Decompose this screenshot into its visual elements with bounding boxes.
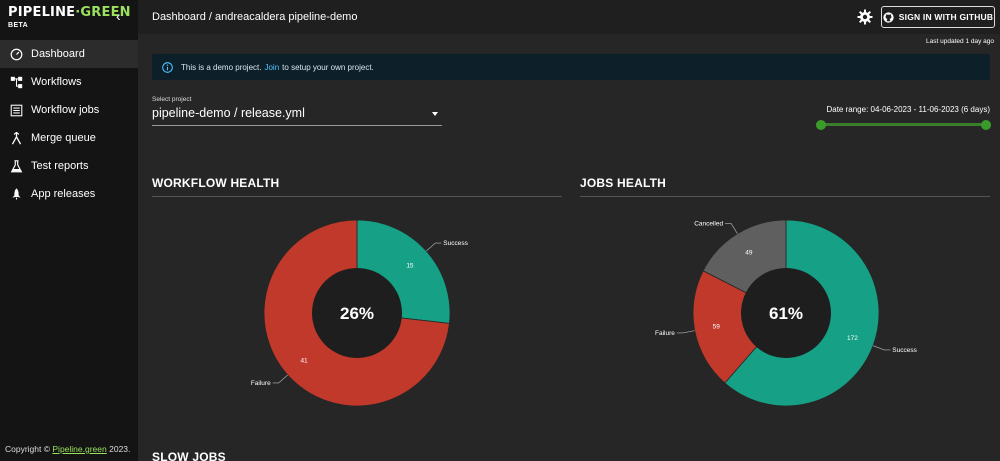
workflow-health-title: WORKFLOW HEALTH (152, 176, 280, 190)
sidebar-item-label: Merge queue (31, 132, 96, 144)
slow-jobs-title: SLOW JOBS (152, 450, 226, 461)
date-range-slider[interactable] (816, 120, 991, 130)
merge-icon (10, 131, 23, 145)
github-icon (883, 11, 894, 23)
logo-separator: · (75, 5, 81, 20)
sidebar-item-label: Workflows (31, 76, 82, 88)
jobs-health-divider (580, 196, 990, 197)
copyright-link[interactable]: Pipeline.green (52, 444, 107, 454)
value-label-failure: 41 (300, 357, 308, 364)
category-label-cancelled: Cancelled (694, 220, 723, 227)
sidebar-nav: Dashboard Workflows Workflow jobs Merge … (0, 40, 138, 208)
category-label-success: Success (892, 347, 917, 354)
project-select-value: pipeline-demo / release.yml (152, 106, 305, 120)
list-icon (10, 104, 23, 117)
value-label-cancelled: 49 (745, 249, 753, 256)
jobs-health-donut: 172 Success 59 Failure 49 Cancelled 61% (655, 219, 918, 407)
center-percentage: 61% (769, 304, 803, 323)
breadcrumb: Dashboard / andreacaldera pipeline-demo (152, 11, 358, 23)
value-label-success: 172 (847, 335, 858, 342)
copyright: Copyright © Pipeline.green 2023. (5, 444, 130, 454)
workflows-icon (10, 76, 23, 89)
sidebar-item-workflow-jobs[interactable]: Workflow jobs (0, 96, 138, 124)
last-updated: Last updated 1 day ago (926, 38, 994, 45)
workflow-health-donut: 15 Success 41 Failure 26% (251, 219, 469, 407)
date-range-label: Date range: 04-06-2023 - 11-06-2023 (6 d… (826, 105, 990, 114)
center-percentage: 26% (340, 304, 374, 323)
alert-text-before: This is a demo project. (181, 62, 262, 72)
dashboard-icon (10, 48, 23, 61)
sidebar-item-label: Dashboard (31, 48, 85, 60)
flask-icon (10, 159, 23, 173)
workflow-health-chart: 15 Success 41 Failure 26% (152, 200, 562, 420)
join-link[interactable]: Join (264, 62, 280, 72)
dropdown-caret-icon (432, 112, 438, 116)
logo-accent: GREEN (80, 5, 131, 20)
leader-line-failure (272, 374, 288, 384)
leader-line-success (872, 345, 891, 351)
category-label-success: Success (443, 240, 468, 247)
sidebar-item-label: Test reports (31, 160, 89, 172)
logo-main: PIPELINE (8, 5, 76, 20)
workflow-health-divider (152, 196, 562, 197)
beta-badge: BETA (8, 22, 29, 29)
collapse-sidebar-icon[interactable]: ‹ (116, 8, 121, 24)
rocket-icon (10, 187, 23, 201)
sidebar-item-label: Workflow jobs (31, 104, 100, 116)
category-label-failure: Failure (251, 380, 271, 387)
project-select[interactable]: pipeline-demo / release.yml (152, 106, 442, 126)
sidebar-item-workflows[interactable]: Workflows (0, 68, 138, 96)
sidebar-item-test-reports[interactable]: Test reports (0, 152, 138, 180)
slider-start-handle[interactable] (816, 120, 826, 130)
sidebar-item-label: App releases (31, 188, 96, 200)
slider-track[interactable] (816, 123, 991, 126)
jobs-health-title: JOBS HEALTH (580, 176, 666, 190)
copyright-suffix: 2023. (109, 444, 131, 454)
logo[interactable]: PIPELINE·GREEN BETA (8, 5, 131, 29)
sidebar-item-merge-queue[interactable]: Merge queue (0, 124, 138, 152)
leader-line-cancelled (725, 223, 738, 234)
sign-in-github-button[interactable]: SIGN IN WITH GITHUB (881, 6, 995, 28)
sidebar-item-app-releases[interactable]: App releases (0, 180, 138, 208)
sign-in-label: SIGN IN WITH GITHUB (898, 12, 994, 22)
settings-gear-icon[interactable] (857, 9, 873, 25)
alert-text-after: to setup your own project. (282, 62, 374, 72)
sidebar-item-dashboard[interactable]: Dashboard (0, 40, 138, 68)
leader-line-failure (676, 330, 695, 334)
copyright-prefix: Copyright © (5, 444, 51, 454)
donut-hole (312, 268, 402, 358)
slider-end-handle[interactable] (981, 120, 991, 130)
select-project-label: Select project (152, 96, 192, 103)
value-label-failure: 59 (713, 323, 721, 330)
demo-alert: This is a demo project. Join to setup yo… (152, 54, 990, 80)
leader-line-success (426, 242, 442, 252)
info-icon (162, 61, 173, 73)
jobs-health-chart: 172 Success 59 Failure 49 Cancelled 61% (580, 200, 990, 420)
donut-hole (741, 268, 831, 358)
sidebar: PIPELINE·GREEN BETA ‹ Dashboard Workflow… (0, 0, 138, 461)
top-bar: Dashboard / andreacaldera pipeline-demo … (138, 0, 1000, 34)
value-label-success: 15 (406, 263, 414, 270)
category-label-failure: Failure (655, 330, 675, 337)
